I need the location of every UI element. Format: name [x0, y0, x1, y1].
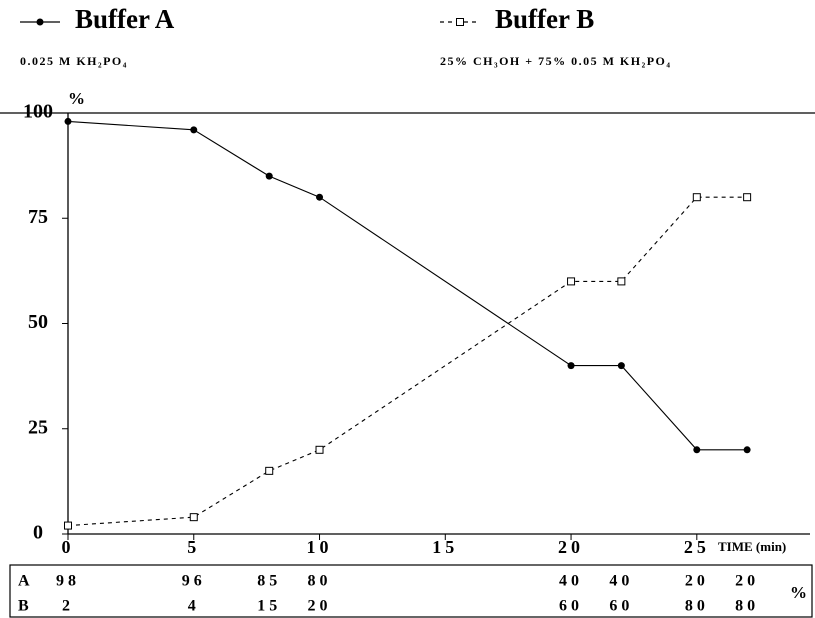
marker: [693, 446, 701, 454]
legend-description: 25% CH₃OH + 75% 0.05 M KH₂PO₄: [440, 54, 671, 68]
marker: [692, 193, 701, 202]
marker: [315, 445, 324, 454]
x-tick-label: 15: [432, 537, 458, 557]
marker: [316, 193, 324, 201]
marker: [265, 466, 274, 475]
marker: [567, 362, 575, 370]
series-line: [67, 120, 748, 451]
table-cell: 40: [559, 573, 583, 590]
x-tick-label: 5: [187, 537, 200, 557]
table-cell: 2: [62, 598, 74, 615]
x-tick-label: 10: [307, 537, 333, 557]
marker: [456, 18, 464, 26]
y-axis-label: %: [68, 89, 85, 108]
table-cell: 15: [257, 598, 281, 615]
y-tick-label: 100: [23, 101, 53, 123]
table-frame: [9, 564, 813, 618]
table-cell: 80: [735, 598, 759, 615]
marker: [743, 193, 752, 202]
table-cell: 4: [188, 598, 200, 615]
marker: [190, 126, 198, 134]
y-tick-label: 50: [28, 311, 48, 333]
marker: [189, 513, 198, 522]
table-cell: 60: [559, 598, 583, 615]
table-cell: 20: [735, 573, 759, 590]
x-tick-label: 20: [558, 537, 584, 557]
marker: [64, 521, 72, 530]
marker: [617, 362, 625, 370]
table-cell: 20: [685, 573, 709, 590]
legend-label: Buffer B: [495, 4, 594, 34]
table-cell: 80: [685, 598, 709, 615]
x-axis-label: TIME (min): [718, 539, 786, 554]
marker: [743, 446, 751, 454]
table-cell: 98: [56, 573, 80, 590]
table-cell: 60: [609, 598, 633, 615]
table-cell: 96: [182, 573, 206, 590]
marker: [265, 172, 273, 180]
x-tick-label: 25: [684, 537, 710, 557]
marker: [567, 277, 576, 286]
x-tick-label: 0: [62, 537, 75, 557]
y-tick-label: 0: [33, 522, 43, 544]
table-cell: 80: [308, 573, 332, 590]
legend-description: 0.025 M KH₂PO₄: [20, 54, 128, 68]
marker: [64, 117, 72, 125]
legend-label: Buffer A: [75, 4, 175, 34]
table-row-label: B: [18, 598, 29, 615]
series-line: [67, 196, 748, 527]
y-tick-label: 75: [28, 206, 48, 228]
table-cell: 20: [308, 598, 332, 615]
table-row-label: A: [18, 573, 30, 590]
marker: [617, 277, 626, 286]
marker: [36, 18, 44, 26]
table-unit: %: [790, 583, 807, 602]
table-cell: 85: [257, 573, 281, 590]
table-cell: 40: [609, 573, 633, 590]
y-tick-label: 25: [28, 416, 48, 438]
